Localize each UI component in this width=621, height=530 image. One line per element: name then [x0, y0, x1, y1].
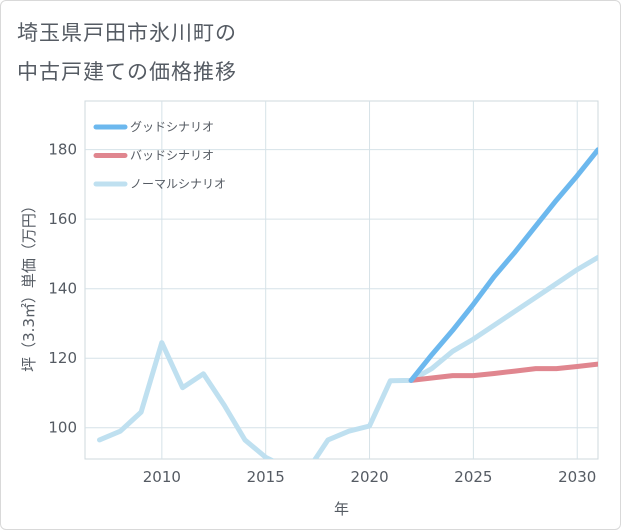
y-tick-label: 100 — [48, 419, 77, 437]
chart-title-line-1: 埼玉県戸田市氷川町の — [17, 21, 237, 45]
plot-area — [84, 100, 599, 460]
x-axis-label: 年 — [334, 500, 349, 518]
y-axis-label: 坪（3.3㎡）単価（万円） — [20, 198, 38, 372]
x-tick-label: 2020 — [350, 468, 388, 486]
y-tick-label: 180 — [48, 141, 77, 159]
series-line-1 — [408, 361, 598, 383]
legend-label-0: グッドシナリオ — [130, 120, 214, 134]
x-tick-label: 2030 — [558, 468, 596, 486]
x-tick-label: 2010 — [143, 468, 181, 486]
series-line-2 — [97, 254, 598, 459]
legend-label-2: ノーマルシナリオ — [130, 177, 226, 191]
y-tick-label: 120 — [48, 349, 77, 367]
y-tick-label: 160 — [48, 210, 77, 228]
chart-title-line-2: 中古戸建ての価格推移 — [17, 60, 237, 84]
y-tick-label: 140 — [48, 280, 77, 298]
series-line-0 — [408, 147, 598, 383]
x-tick-label: 2025 — [454, 468, 492, 486]
x-tick-label: 2015 — [247, 468, 285, 486]
legend-label-1: バッドシナリオ — [130, 149, 214, 163]
